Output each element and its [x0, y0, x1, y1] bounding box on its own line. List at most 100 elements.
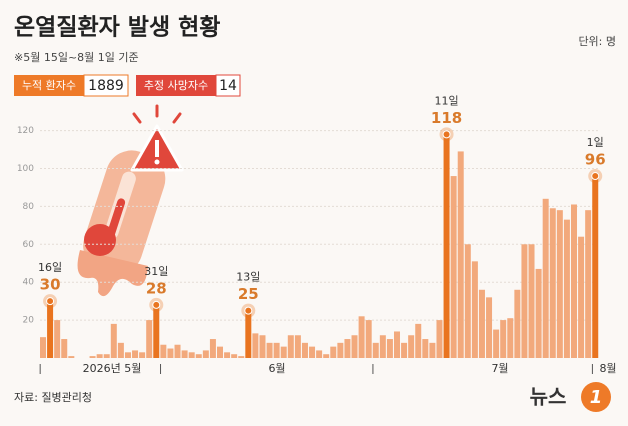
bar	[181, 350, 188, 358]
value-label: 30	[40, 276, 61, 294]
bar	[500, 320, 507, 358]
bar	[259, 335, 266, 358]
source: 자료: 질병관리청	[14, 391, 92, 404]
bar	[401, 342, 408, 358]
y-tick-label: 40	[23, 278, 35, 288]
bar	[471, 261, 478, 358]
bar	[450, 176, 457, 358]
bar	[266, 342, 273, 358]
bar	[238, 356, 245, 358]
bar	[316, 350, 323, 358]
bar	[252, 333, 259, 358]
bar	[323, 354, 330, 358]
bar	[578, 236, 585, 358]
bar	[542, 198, 549, 358]
bar	[139, 352, 146, 358]
bar	[188, 352, 195, 358]
bar	[457, 151, 464, 358]
logo-text: 뉴스	[530, 385, 567, 409]
bar	[202, 350, 209, 358]
bar	[110, 323, 117, 358]
logo-circle	[581, 382, 611, 412]
bar	[294, 335, 301, 358]
bar	[273, 342, 280, 358]
bar	[507, 318, 514, 358]
marker	[442, 130, 451, 139]
bar	[436, 320, 443, 358]
y-tick-label: 20	[23, 316, 35, 326]
badge-label-bg	[14, 75, 84, 96]
bar	[493, 329, 500, 358]
bar	[429, 342, 436, 358]
bar	[153, 304, 160, 358]
chart-title: 온열질환자 발생 현황	[14, 15, 220, 41]
bar	[549, 208, 556, 358]
category-label: 31일	[144, 264, 168, 278]
y-tick-label: 100	[17, 164, 34, 174]
category-label: 11일	[434, 93, 458, 107]
bar	[571, 204, 577, 358]
bar	[358, 316, 365, 358]
bar	[422, 339, 429, 358]
x-tick-label: 8월	[599, 362, 616, 375]
bar	[563, 219, 570, 358]
bar	[224, 352, 231, 358]
bar	[217, 346, 223, 358]
bar	[344, 339, 351, 358]
marker	[152, 300, 161, 309]
bar	[54, 320, 61, 358]
bar	[521, 244, 528, 358]
marker	[46, 297, 55, 306]
y-tick-label: 60	[23, 240, 35, 250]
category-label: 13일	[236, 270, 260, 284]
bar	[309, 346, 316, 358]
bar	[514, 289, 521, 358]
bar	[47, 301, 54, 358]
bar	[117, 342, 124, 358]
x-tick-label: 6월	[268, 362, 285, 375]
bar	[415, 323, 422, 358]
bar	[394, 331, 400, 358]
bar	[365, 320, 372, 358]
bar	[287, 335, 294, 358]
bar	[372, 342, 379, 358]
badge-value-bg	[215, 74, 241, 97]
unit: 단위: 명	[578, 35, 616, 48]
bar	[337, 342, 344, 358]
value-label: 118	[431, 109, 462, 127]
bar	[464, 244, 471, 358]
bar	[379, 335, 386, 358]
bar	[280, 346, 287, 358]
bar	[209, 339, 216, 358]
value-label: 25	[238, 285, 259, 303]
bar	[96, 354, 103, 358]
bar	[301, 342, 308, 358]
bar	[443, 134, 450, 358]
bar	[61, 339, 68, 358]
logo-mark: 1	[590, 387, 603, 408]
y-tick-label: 120	[17, 126, 34, 136]
subtitle: ※5월 15일~8월 1일 기준	[14, 50, 139, 64]
y-tick-label: 80	[23, 202, 35, 212]
category-label: 1일	[587, 135, 604, 149]
bar	[231, 354, 238, 358]
bar	[132, 350, 139, 358]
bar	[351, 335, 358, 358]
bar	[146, 320, 153, 358]
badge-label-bg	[136, 75, 216, 96]
bar	[386, 339, 393, 358]
bar	[68, 356, 75, 358]
bar	[195, 354, 202, 358]
x-tick-label: 2026년 5월	[83, 362, 142, 375]
bar	[592, 176, 599, 358]
bar	[486, 297, 493, 358]
bar	[40, 337, 46, 358]
badge-value: 14	[219, 78, 237, 94]
bar	[556, 210, 563, 358]
value-label: 28	[146, 279, 167, 297]
bar	[160, 344, 167, 358]
bar	[103, 354, 110, 358]
badge-label: 누적 환자수	[22, 79, 76, 92]
